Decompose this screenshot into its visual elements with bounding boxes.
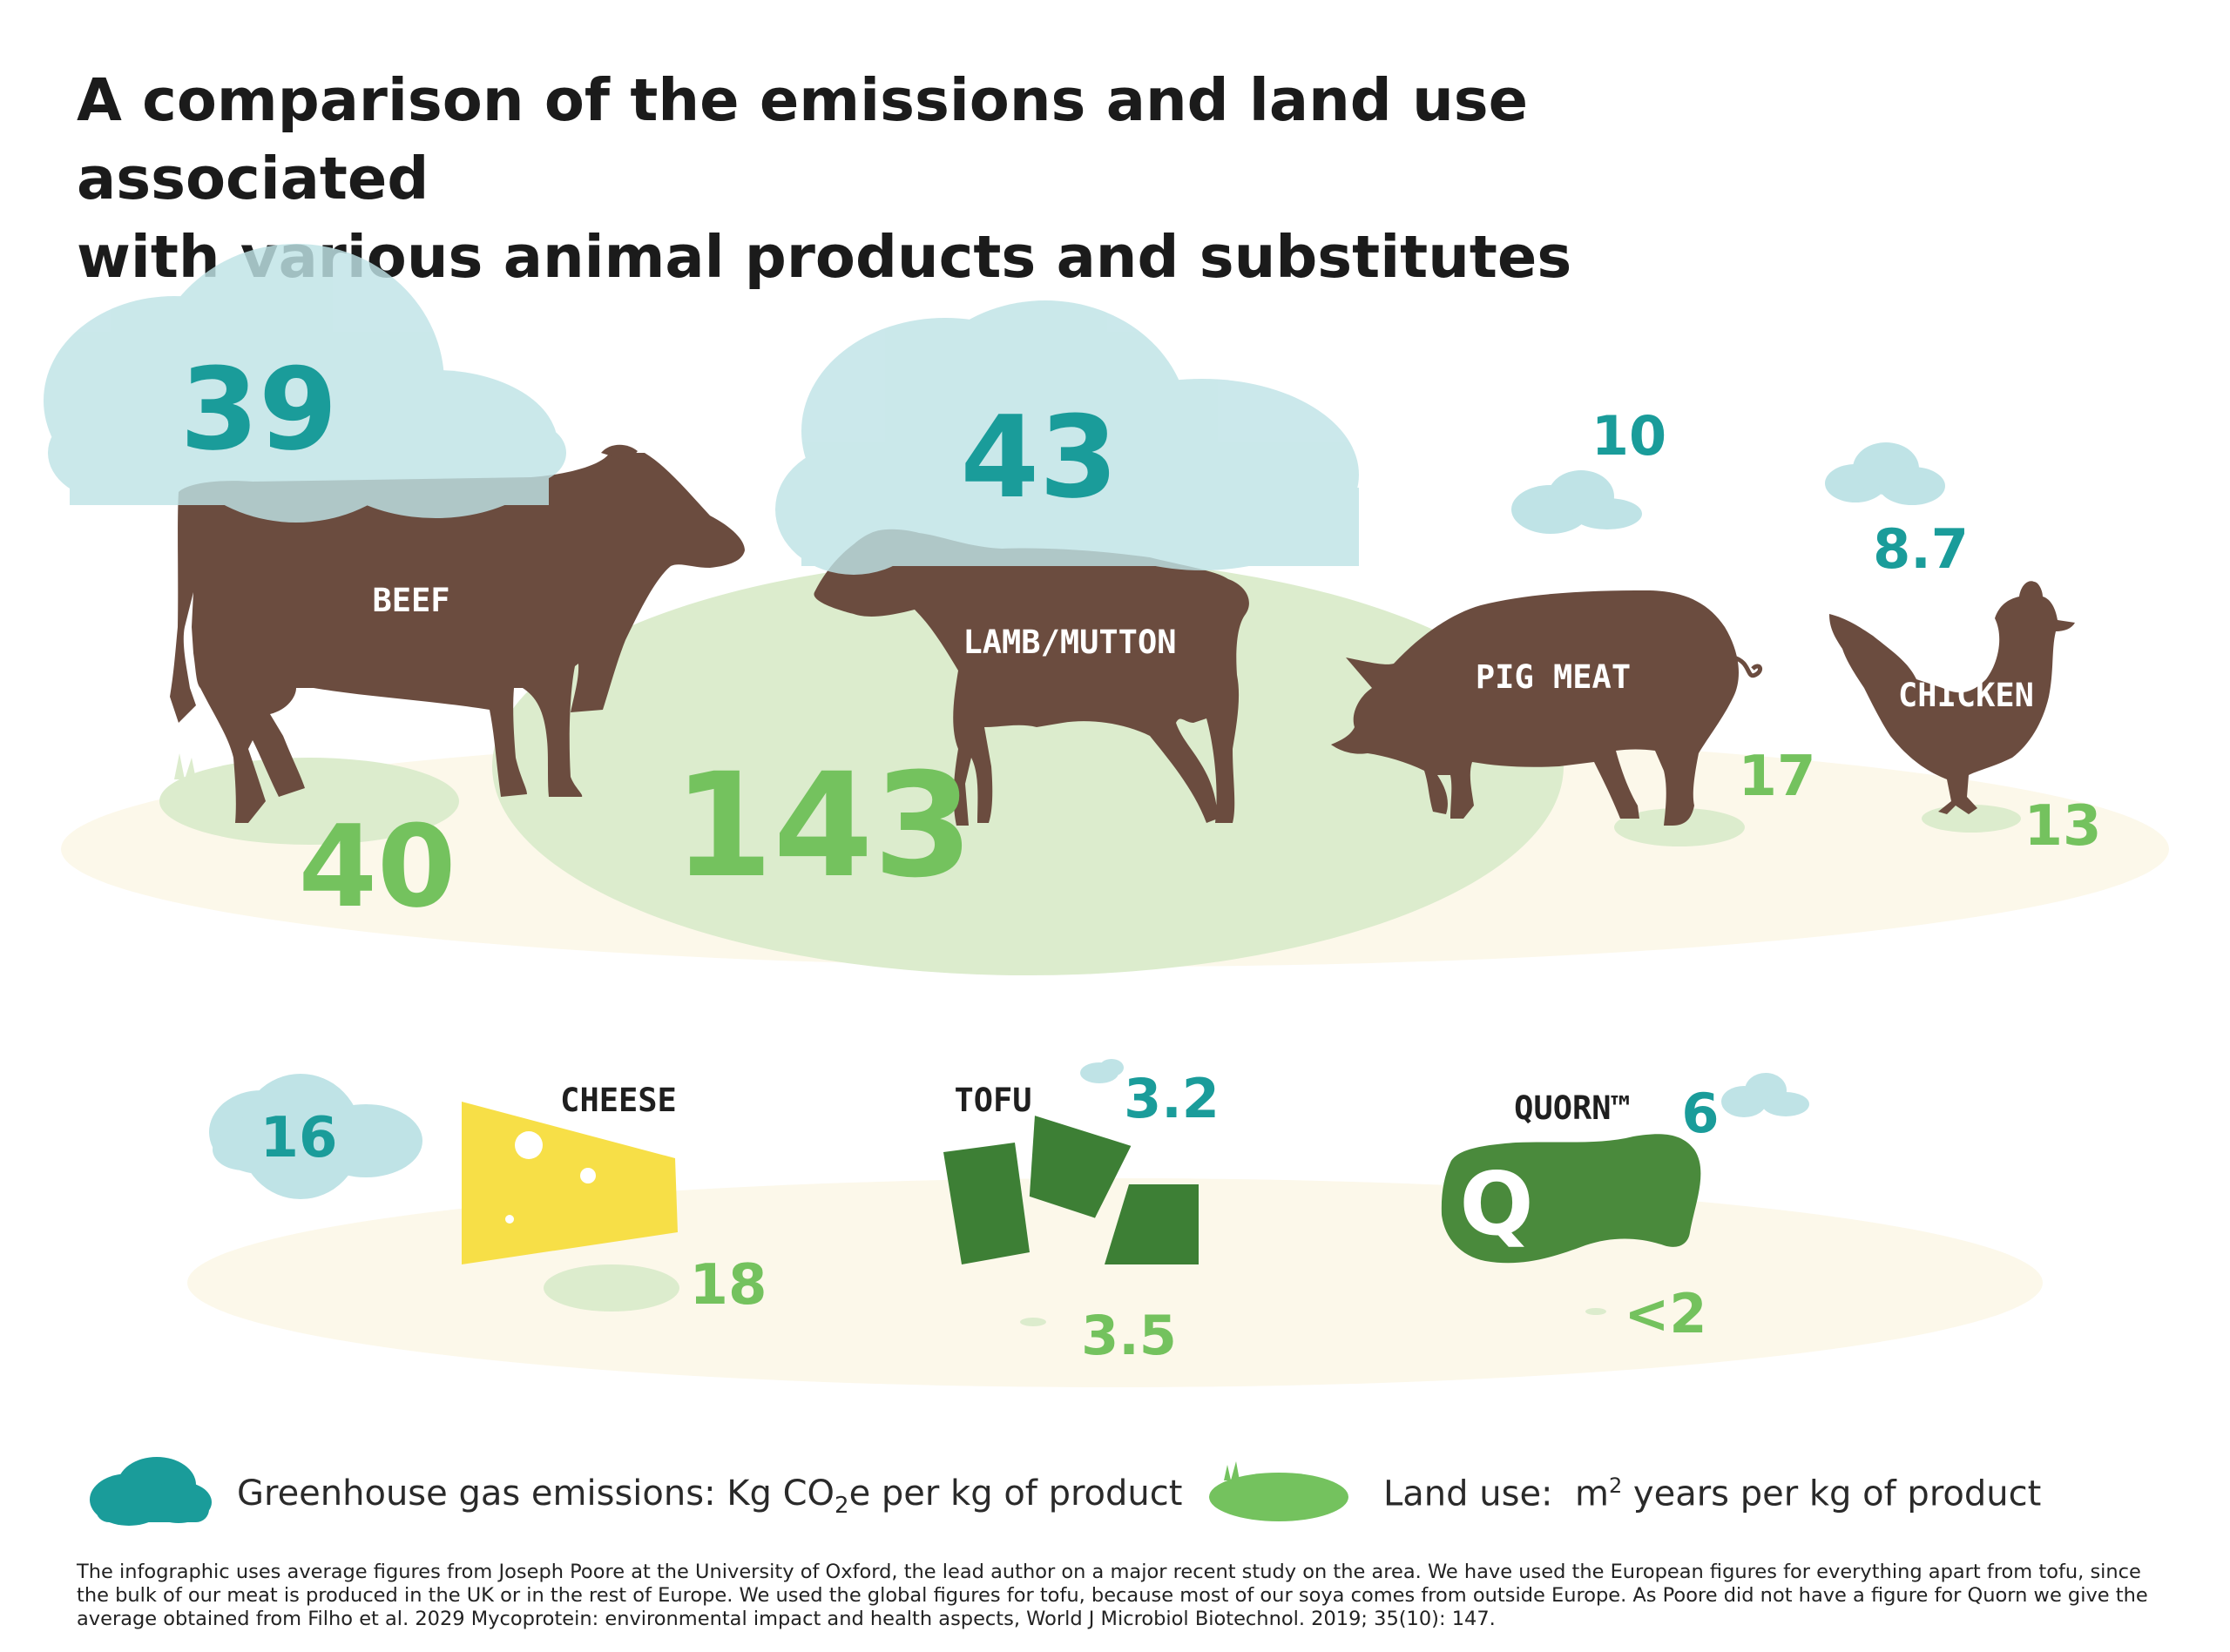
quorn-emissions-value: 6 [1681,1082,1719,1145]
quorn-emissions-cloud [1721,1073,1809,1117]
beef-label: BEEF [372,582,449,619]
tofu-icon [943,1116,1199,1264]
chicken-land-value: 13 [2024,794,2101,859]
quorn-land-area [1585,1308,1606,1315]
cheese-land-area [544,1264,679,1311]
legend-emissions: Greenhouse gas emissions: Kg CO2e per kg… [237,1473,1182,1519]
pig-tail [1733,655,1763,678]
pig-emissions-value: 10 [1591,404,1666,468]
legend-cloud-icon [90,1457,212,1526]
legend-land-icon [1209,1461,1348,1521]
legend-land-suffix: years per kg of product [1622,1473,2042,1514]
grass-tuft [174,753,196,779]
tofu-land-area [1020,1318,1046,1326]
lamb-emissions-cloud [775,300,1359,575]
cheese-icon [462,1102,678,1264]
chicken-label: CHICKEN [1898,677,2034,714]
tofu-emissions-cloud [1080,1059,1124,1083]
sheep-silhouette [814,529,1249,826]
beef-land-value: 40 [299,800,456,933]
chicken-emissions-value: 8.7 [1873,517,1969,581]
footnote: The infographic uses average figures fro… [77,1561,2148,1630]
tofu-land-value: 3.5 [1081,1304,1177,1367]
cheese-emissions-value: 16 [260,1106,337,1170]
cow-ear [601,444,638,462]
lamb-emissions-value: 43 [961,391,1118,523]
tofu-emissions-value: 3.2 [1124,1067,1220,1130]
pig-silhouette [1331,590,1739,826]
quorn-land-value: <2 [1624,1282,1706,1345]
cow-silhouette [170,448,745,823]
title-line-1: A comparison of the emissions and land u… [77,66,1529,212]
cheese-label: CHEESE [560,1082,677,1119]
pig-land-area [1614,808,1745,846]
pig-emissions-cloud [1511,470,1642,534]
tofu-label: TOFU [954,1082,1031,1119]
legend-emissions-prefix: Greenhouse gas emissions: Kg CO [237,1473,835,1514]
quorn-logo-letter: Q [1459,1153,1533,1255]
chicken-silhouette [1829,581,2075,814]
legend-emissions-sub: 2 [835,1493,849,1519]
legend-emissions-suffix: e per kg of product [848,1473,1183,1514]
pig-label: PIG MEAT [1476,658,1631,696]
chicken-emissions-cloud [1825,442,1945,505]
lamb-land-area [492,557,1564,975]
beef-emissions-cloud [44,244,566,523]
legend-land-prefix: Land use: m [1383,1473,1609,1514]
legend-land-use: Land use: m2 years per kg of product [1383,1473,2041,1514]
legend-land-sup: 2 [1608,1473,1623,1498]
quorn-label: QUORN™ [1514,1089,1631,1127]
beef-emissions-value: 39 [180,343,338,475]
pig-land-value: 17 [1738,745,1815,809]
beef-land-area [159,758,459,845]
lamb-land-value: 143 [673,742,973,909]
cheese-land-value: 18 [689,1253,767,1318]
cheese-emissions-cloud [209,1074,422,1199]
lamb-label: LAMB/MUTTON [963,624,1176,661]
quorn-logo-icon: Q [1441,1134,1701,1264]
